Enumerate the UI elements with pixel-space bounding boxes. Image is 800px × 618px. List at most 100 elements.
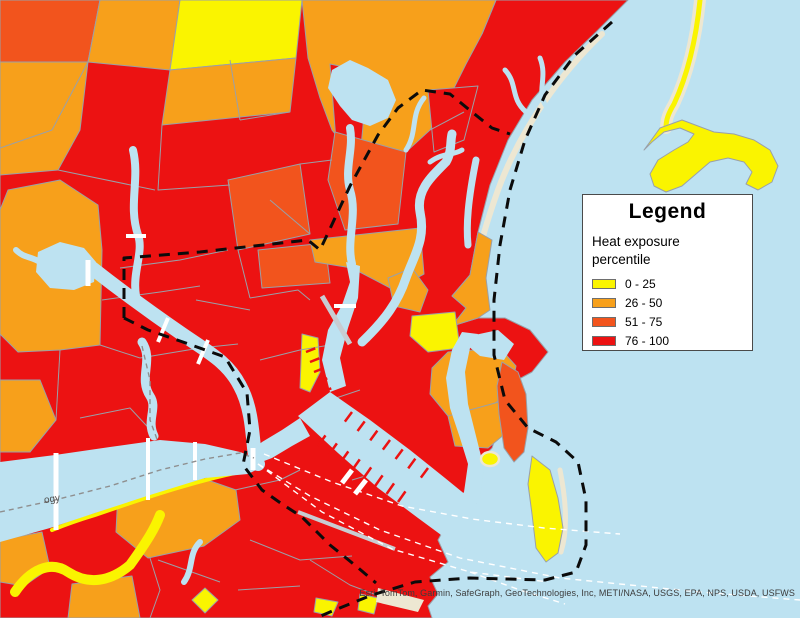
river-channel xyxy=(129,146,144,300)
ferry-route xyxy=(257,463,549,583)
legend-item: 76 - 100 xyxy=(592,331,752,350)
tract-border-line xyxy=(55,349,61,421)
tract-border-line xyxy=(237,585,301,591)
tract-border-line xyxy=(259,344,331,361)
islet xyxy=(479,450,501,468)
highway-tunnel xyxy=(297,510,396,551)
tract-border-line xyxy=(149,557,161,618)
municipal-boundary xyxy=(0,452,255,513)
highway-bridge xyxy=(319,294,353,346)
tract-border-line xyxy=(99,344,141,359)
tract-border-line xyxy=(269,199,311,235)
pier xyxy=(340,468,354,485)
tract-border-line xyxy=(299,159,333,165)
map-attribution: Esri, TomTom, Garmin, SafeGraph, GeoTech… xyxy=(359,588,795,598)
coastal-lagoon xyxy=(463,156,480,249)
inner-harbor xyxy=(298,392,545,570)
tract-border-line xyxy=(195,299,251,311)
pond xyxy=(36,242,96,290)
legend-label: 0 - 25 xyxy=(625,276,656,291)
mystic-river xyxy=(344,124,357,268)
legend-swatch-26-50 xyxy=(592,297,616,308)
ferry-route xyxy=(257,463,800,601)
pier xyxy=(309,357,320,364)
peninsula-tract[interactable] xyxy=(496,361,529,463)
pier xyxy=(374,474,384,487)
pier xyxy=(317,377,328,384)
legend-item: 0 - 25 xyxy=(592,274,752,293)
city-boundary-dashes xyxy=(122,88,511,318)
pier xyxy=(369,429,379,442)
municipal-boundary xyxy=(141,345,159,443)
pier xyxy=(385,482,396,495)
pier xyxy=(343,411,354,423)
census-tract[interactable] xyxy=(0,379,57,453)
census-tract[interactable] xyxy=(0,0,101,63)
legend-title: Legend xyxy=(628,200,707,223)
pier xyxy=(356,420,366,432)
pier xyxy=(328,442,338,455)
tract-border-line xyxy=(57,169,156,191)
legend-panel[interactable]: Legend Heat exposure percentile 0 - 25 2… xyxy=(582,194,753,351)
tract-border-line xyxy=(481,0,497,35)
tract-border-line xyxy=(249,539,353,561)
stream xyxy=(181,539,203,585)
tract-border-line xyxy=(237,249,251,299)
census-tract[interactable] xyxy=(0,61,89,176)
harbor-west-arm xyxy=(250,418,310,464)
census-tract[interactable] xyxy=(313,597,339,617)
legend-swatch-0-25 xyxy=(592,278,616,289)
tract-border-line xyxy=(429,111,465,131)
legend-layer-name: Heat exposure percentile xyxy=(592,233,752,269)
marsh-creek xyxy=(502,67,529,115)
city-boundary-dashes xyxy=(315,20,613,618)
pier xyxy=(321,387,332,394)
census-tract[interactable] xyxy=(409,311,461,353)
pier xyxy=(407,457,417,470)
legend-label: 51 - 75 xyxy=(625,314,663,329)
census-tract[interactable] xyxy=(451,231,493,327)
census-tract[interactable] xyxy=(257,242,331,289)
sand-spit xyxy=(376,588,424,612)
causeway xyxy=(663,0,703,131)
census-tract[interactable] xyxy=(87,0,181,71)
legend-item: 51 - 75 xyxy=(592,312,752,331)
legend-item: 26 - 50 xyxy=(592,293,752,312)
pier xyxy=(419,467,430,479)
island-tract[interactable] xyxy=(527,455,564,563)
mystic-river-upper xyxy=(328,60,396,126)
marsh-creek xyxy=(537,55,549,109)
pier xyxy=(396,490,407,503)
legend-items: 0 - 25 26 - 50 51 - 75 76 - 100 xyxy=(592,274,752,350)
pier xyxy=(381,439,392,451)
riverbank-park xyxy=(50,468,252,532)
legend-layer-line1: Heat exposure xyxy=(592,234,680,249)
park-ribbon xyxy=(10,510,165,597)
marsh-creek xyxy=(403,95,427,153)
pier xyxy=(353,478,368,496)
tract-border-line xyxy=(229,59,241,121)
pier xyxy=(339,450,350,463)
pier xyxy=(305,347,316,354)
legend-label: 26 - 50 xyxy=(625,295,663,310)
pier xyxy=(351,458,361,471)
pond-inlet xyxy=(13,247,43,265)
census-tract[interactable] xyxy=(227,163,311,251)
legend-layer-line2: percentile xyxy=(592,252,651,268)
river-channel xyxy=(137,337,159,441)
census-tract[interactable] xyxy=(427,85,479,153)
city-boundary-dashes xyxy=(123,316,377,585)
legend-swatch-51-75 xyxy=(592,316,616,327)
tract-border-line xyxy=(249,289,311,301)
island-tract[interactable] xyxy=(643,119,779,193)
tract-border-line xyxy=(157,124,231,191)
cove xyxy=(468,330,514,360)
marsh-creek xyxy=(427,147,465,165)
bridge xyxy=(156,317,170,343)
census-tract[interactable] xyxy=(191,587,219,614)
legend-swatch-76-100 xyxy=(592,335,616,346)
beach-sand xyxy=(557,467,568,555)
legend-label: 76 - 100 xyxy=(625,333,670,348)
